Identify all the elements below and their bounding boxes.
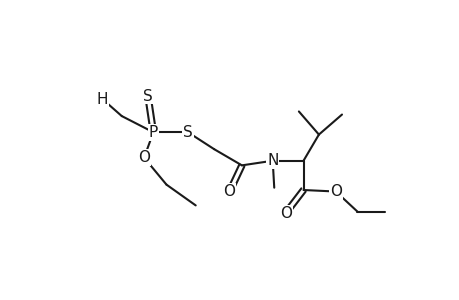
Text: O: O: [279, 206, 291, 220]
Text: H: H: [96, 92, 108, 106]
Text: P: P: [148, 125, 157, 140]
Text: S: S: [143, 88, 152, 104]
Text: S: S: [183, 125, 192, 140]
Text: N: N: [266, 153, 278, 168]
Text: O: O: [223, 184, 235, 199]
Text: O: O: [138, 150, 150, 165]
Text: O: O: [329, 184, 341, 199]
